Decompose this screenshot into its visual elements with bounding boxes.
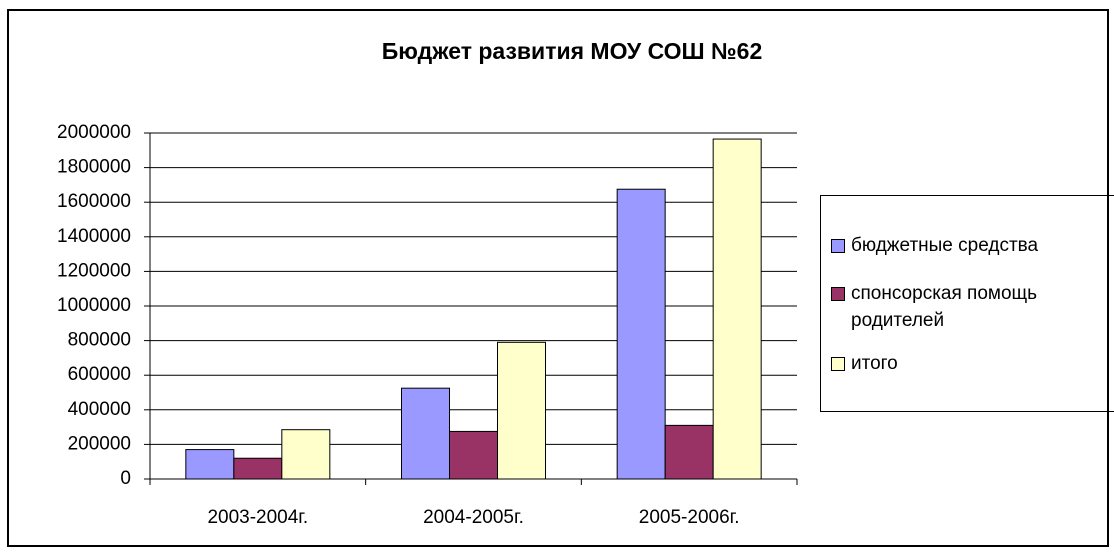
legend-label: спонсорская помощь родителей [851, 283, 1038, 331]
y-tick-label: 400000 [68, 399, 131, 420]
legend-swatch [831, 239, 845, 253]
legend-entry: спонсорская помощь родителей [831, 280, 1114, 334]
y-tick-label: 0 [120, 468, 131, 489]
legend-swatch [831, 357, 845, 371]
legend-label: бюджетные средства [851, 235, 1039, 256]
bar [401, 387, 450, 480]
y-tick-label: 2000000 [57, 122, 131, 143]
legend-label: итого [851, 353, 898, 374]
x-tick-label: 2005-2006г. [639, 507, 740, 528]
y-tick-label: 1600000 [57, 191, 131, 212]
bar [712, 138, 762, 480]
x-tick-label: 2003-2004г. [207, 507, 308, 528]
legend: бюджетные средства спонсорская помощь род… [820, 195, 1114, 412]
bar [449, 430, 498, 480]
bar [281, 429, 331, 480]
y-tick-label: 200000 [68, 433, 131, 454]
x-tick-label: 2004-2005г. [423, 507, 524, 528]
y-tick-label: 600000 [68, 364, 131, 385]
chart-title: Бюджет развития МОУ СОШ №62 [382, 38, 763, 64]
y-tick-label: 1400000 [57, 226, 131, 247]
y-tick-label: 1000000 [57, 295, 131, 316]
legend-swatch [831, 287, 845, 301]
y-tick-label: 1800000 [57, 157, 131, 178]
y-tick-label: 1200000 [57, 260, 131, 281]
legend-entry: бюджетные средства [831, 232, 1114, 259]
bar [497, 341, 546, 480]
bar [233, 457, 283, 480]
legend-entry: итого [831, 350, 1114, 377]
bar [185, 449, 235, 480]
bar [616, 188, 666, 480]
y-tick-label: 800000 [68, 330, 131, 351]
bar [664, 424, 714, 480]
